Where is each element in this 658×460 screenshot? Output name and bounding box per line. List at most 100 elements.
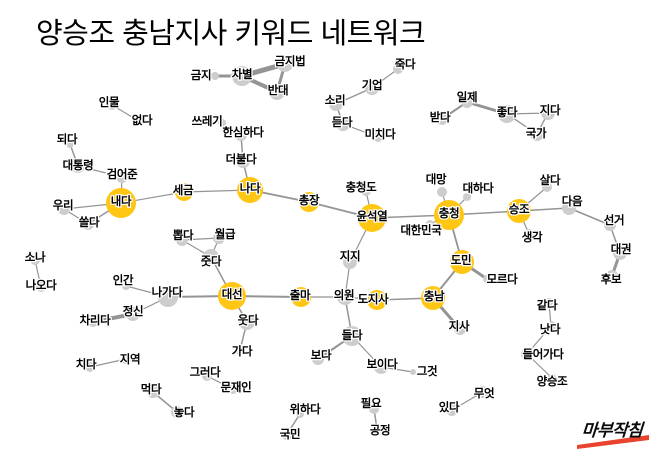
node-뽑다 <box>176 234 188 246</box>
node-label-듣다: 듣다 <box>332 115 353 129</box>
node-label-기업: 기업 <box>362 78 383 92</box>
node-같다 <box>545 298 553 306</box>
node-보다 <box>312 353 324 365</box>
node-그것 <box>410 369 416 375</box>
node-label-지역: 지역 <box>120 352 141 366</box>
node-필요 <box>369 404 379 414</box>
node-label-출마: 출마 <box>290 288 311 302</box>
page-title: 양승조 충남지사 키워드 네트워크 <box>36 18 426 50</box>
node-label-차리다: 차리다 <box>80 313 112 327</box>
node-label-지지: 지지 <box>340 249 361 263</box>
node-소리 <box>329 97 343 111</box>
node-label-다음: 다음 <box>562 194 583 208</box>
node-label-쓸다: 쓸다 <box>79 215 100 229</box>
node-label-국가: 국가 <box>526 126 547 140</box>
node-모르다 <box>483 275 491 283</box>
node-label-공정: 공정 <box>370 423 391 437</box>
node-충남 <box>421 286 445 310</box>
node-듣다 <box>336 117 350 131</box>
node-label-대망: 대망 <box>426 172 447 186</box>
mabu-logo: 마부작침 <box>577 421 649 449</box>
node-인물 <box>107 100 117 110</box>
node-출마 <box>291 287 311 307</box>
node-label-보다: 보다 <box>311 348 332 362</box>
node-줏다 <box>203 249 219 265</box>
node-label-지다: 지다 <box>540 103 561 117</box>
node-되다 <box>66 140 74 148</box>
node-정신 <box>126 307 140 321</box>
node-들어가다 <box>521 348 533 360</box>
node-label-내다: 내다 <box>111 194 132 208</box>
node-쓸다 <box>82 218 94 230</box>
node-label-의원: 의원 <box>334 288 355 302</box>
node-좋다 <box>498 105 516 123</box>
node-세금 <box>175 183 193 201</box>
node-label-일제: 일제 <box>457 90 478 104</box>
node-label-국민: 국민 <box>280 427 301 441</box>
node-label-우리: 우리 <box>53 198 74 212</box>
node-놓다 <box>171 406 183 418</box>
node-label-금지: 금지 <box>191 68 212 82</box>
node-나가다 <box>158 287 178 307</box>
node-label-쓰레기: 쓰레기 <box>192 114 223 128</box>
node-label-낫다: 낫다 <box>540 322 561 336</box>
node-label-후보: 후보 <box>601 272 622 286</box>
node-지지 <box>343 255 357 269</box>
node-낫다 <box>546 321 556 331</box>
node-label-도지사: 도지사 <box>358 292 390 306</box>
node-도지사 <box>367 290 387 310</box>
node-그러다 <box>202 371 212 381</box>
node-label-뽑다: 뽑다 <box>173 228 194 242</box>
node-나오다 <box>36 282 46 292</box>
node-label-도민: 도민 <box>451 253 472 267</box>
logo-text: 마부작침 <box>581 421 646 440</box>
node-금지 <box>211 72 219 80</box>
node-국가 <box>530 127 544 141</box>
node-들다 <box>342 326 362 346</box>
node-총장 <box>299 192 319 212</box>
node-대하다 <box>463 193 471 201</box>
node-label-가다: 가다 <box>232 344 253 358</box>
node-대한민국 <box>426 220 434 228</box>
node-충청 <box>434 200 464 230</box>
node-label-소리: 소리 <box>325 93 346 107</box>
node-생각 <box>524 229 534 239</box>
node-label-금지법: 금지법 <box>275 54 306 68</box>
node-월급 <box>213 232 225 244</box>
node-먹다 <box>147 386 159 398</box>
node-공정 <box>372 424 382 434</box>
node-다음 <box>562 201 576 215</box>
edge-치다-지역 <box>89 358 127 368</box>
node-label-양승조: 양승조 <box>537 374 569 388</box>
node-label-충청: 충청 <box>439 206 460 220</box>
node-label-좋다: 좋다 <box>497 105 518 119</box>
node-우리 <box>58 203 70 215</box>
node-대선 <box>218 282 246 310</box>
node-국민 <box>281 428 293 440</box>
node-label-줏다: 줏다 <box>201 254 222 268</box>
node-label-월급: 월급 <box>215 227 236 241</box>
node-더불다 <box>236 154 250 168</box>
node-label-먹다: 먹다 <box>141 382 162 396</box>
node-위하다 <box>296 410 304 418</box>
node-label-되다: 되다 <box>57 132 78 146</box>
node-지역 <box>121 354 131 364</box>
node-충청도 <box>361 186 371 196</box>
node-label-차별: 차별 <box>232 67 253 81</box>
node-살다 <box>542 182 552 192</box>
node-보이다 <box>374 360 388 374</box>
node-받다 <box>436 113 448 125</box>
node-label-선거: 선거 <box>604 213 625 227</box>
node-label-대하다: 대하다 <box>463 181 495 195</box>
node-label-대권: 대권 <box>611 242 632 256</box>
node-label-있다: 있다 <box>439 400 460 414</box>
node-나다 <box>237 177 263 203</box>
node-label-인물: 인물 <box>99 95 120 109</box>
node-label-정신: 정신 <box>123 304 144 318</box>
node-없다 <box>132 115 142 125</box>
node-label-더불다: 더불다 <box>226 152 258 166</box>
node-label-보이다: 보이다 <box>367 357 399 371</box>
node-label-윤석열: 윤석열 <box>357 209 388 223</box>
node-label-받다: 받다 <box>430 110 451 124</box>
